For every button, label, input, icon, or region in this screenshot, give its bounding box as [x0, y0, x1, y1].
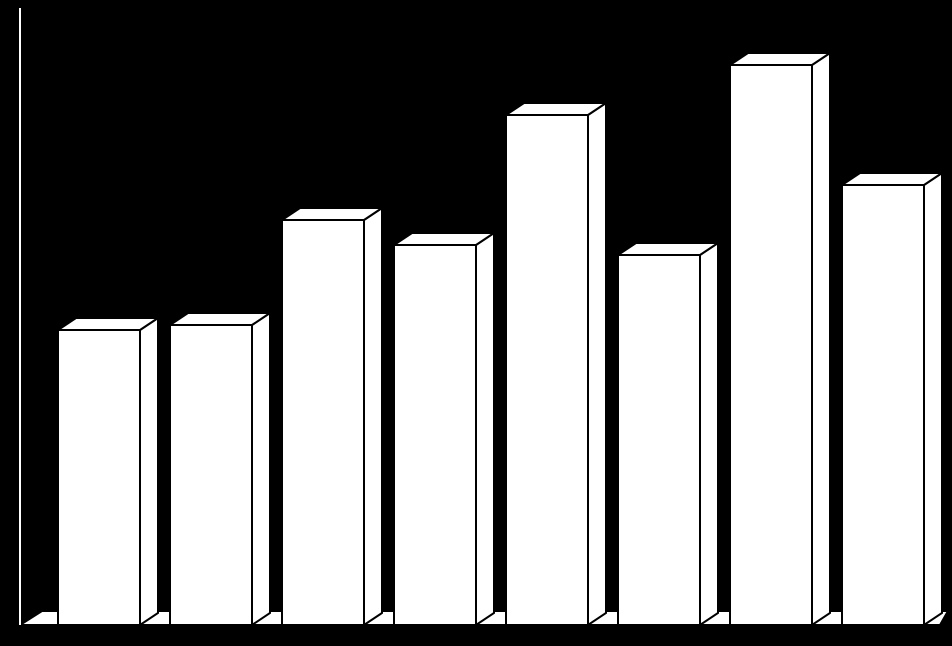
- bar-7-top: [730, 53, 830, 65]
- bar-3: [282, 208, 382, 625]
- bar-8-front: [842, 185, 924, 625]
- bar-3-side: [364, 208, 382, 625]
- bar-2: [170, 313, 270, 625]
- bar-6: [618, 243, 718, 625]
- bar-8-side: [924, 173, 942, 625]
- bar-4-side: [476, 233, 494, 625]
- bar-3-front: [282, 220, 364, 625]
- bar-1-top: [58, 318, 158, 330]
- chart-svg: [0, 0, 952, 646]
- bar-4: [394, 233, 494, 625]
- bar-5-top: [506, 103, 606, 115]
- bar-6-side: [700, 243, 718, 625]
- bar-7: [730, 53, 830, 625]
- bar-5: [506, 103, 606, 625]
- bar-5-front: [506, 115, 588, 625]
- bar-6-front: [618, 255, 700, 625]
- bar-5-side: [588, 103, 606, 625]
- bar-1-side: [140, 318, 158, 625]
- bar-chart-3d: [0, 0, 952, 646]
- bar-4-front: [394, 245, 476, 625]
- bar-4-top: [394, 233, 494, 245]
- bar-2-front: [170, 325, 252, 625]
- bar-6-top: [618, 243, 718, 255]
- bar-7-side: [812, 53, 830, 625]
- bar-7-front: [730, 65, 812, 625]
- bar-8-top: [842, 173, 942, 185]
- bar-2-side: [252, 313, 270, 625]
- bar-1: [58, 318, 158, 625]
- bar-3-top: [282, 208, 382, 220]
- bar-8: [842, 173, 942, 625]
- bar-2-top: [170, 313, 270, 325]
- bar-1-front: [58, 330, 140, 625]
